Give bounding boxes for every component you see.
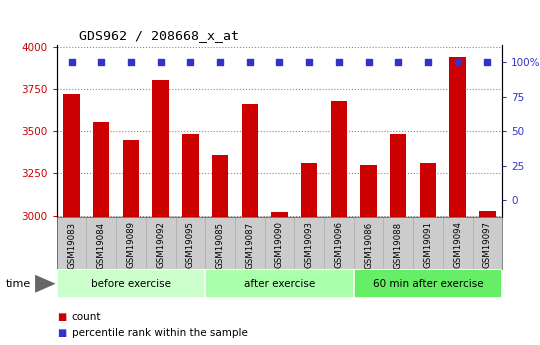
Point xyxy=(275,59,284,65)
Text: GSM19095: GSM19095 xyxy=(186,221,195,268)
Bar xyxy=(123,140,139,217)
Text: GSM19084: GSM19084 xyxy=(97,221,106,269)
Text: GSM19094: GSM19094 xyxy=(453,221,462,268)
Text: GDS962 / 208668_x_at: GDS962 / 208668_x_at xyxy=(79,29,239,42)
Text: GSM19091: GSM19091 xyxy=(423,221,433,268)
Bar xyxy=(182,135,199,217)
Point xyxy=(424,59,433,65)
Point xyxy=(97,59,106,65)
Bar xyxy=(93,122,110,217)
Bar xyxy=(449,57,466,217)
Text: GSM19093: GSM19093 xyxy=(305,221,314,268)
Text: after exercise: after exercise xyxy=(244,279,315,289)
Text: GSM19083: GSM19083 xyxy=(67,221,76,269)
Text: time: time xyxy=(5,279,31,289)
Bar xyxy=(330,101,347,217)
Bar xyxy=(212,155,228,217)
Point xyxy=(454,59,462,65)
Bar xyxy=(354,269,502,298)
Text: GSM19086: GSM19086 xyxy=(364,221,373,269)
Text: GSM19087: GSM19087 xyxy=(245,221,254,269)
Text: percentile rank within the sample: percentile rank within the sample xyxy=(72,328,248,338)
Point xyxy=(67,59,76,65)
Point xyxy=(246,59,254,65)
Text: GSM19096: GSM19096 xyxy=(334,221,343,268)
Bar xyxy=(420,163,436,217)
Bar xyxy=(152,80,169,217)
Bar xyxy=(301,163,318,217)
Bar xyxy=(205,269,354,298)
Point xyxy=(364,59,373,65)
Polygon shape xyxy=(35,275,56,293)
Bar xyxy=(57,269,205,298)
Text: GSM19092: GSM19092 xyxy=(156,221,165,268)
Bar xyxy=(63,94,80,217)
Point xyxy=(157,59,165,65)
Point xyxy=(216,59,225,65)
Point xyxy=(394,59,403,65)
Bar xyxy=(241,104,258,217)
Point xyxy=(305,59,314,65)
Point xyxy=(483,59,492,65)
Text: 60 min after exercise: 60 min after exercise xyxy=(373,279,483,289)
Text: GSM19089: GSM19089 xyxy=(126,221,136,268)
Text: GSM19088: GSM19088 xyxy=(394,221,403,269)
Text: GSM19090: GSM19090 xyxy=(275,221,284,268)
Text: ■: ■ xyxy=(57,313,66,322)
Text: GSM19085: GSM19085 xyxy=(215,221,225,269)
Text: ■: ■ xyxy=(57,328,66,338)
Point xyxy=(186,59,195,65)
Bar xyxy=(390,135,407,217)
Bar xyxy=(479,210,496,217)
Bar xyxy=(271,212,288,217)
Bar xyxy=(360,165,377,217)
Point xyxy=(127,59,136,65)
Text: count: count xyxy=(72,313,102,322)
Point xyxy=(335,59,343,65)
Text: before exercise: before exercise xyxy=(91,279,171,289)
Text: GSM19097: GSM19097 xyxy=(483,221,492,268)
